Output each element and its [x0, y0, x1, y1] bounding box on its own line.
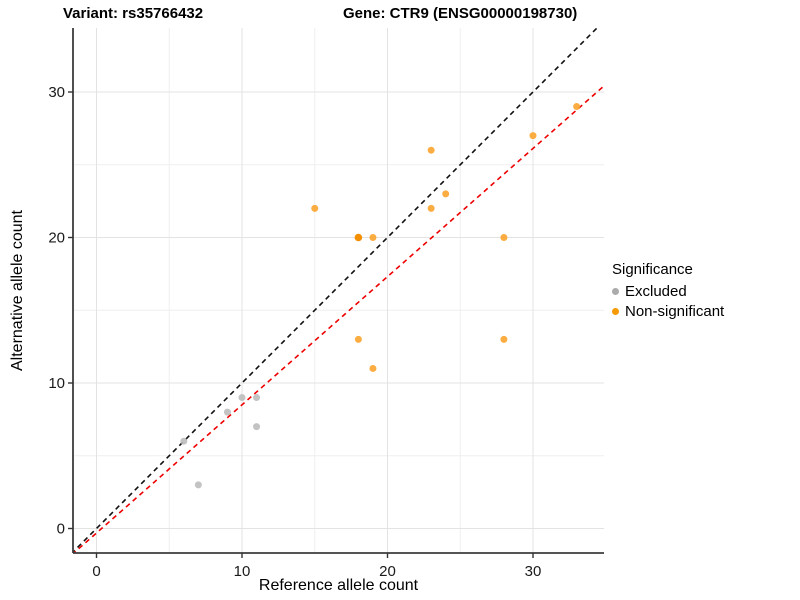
svg-text:10: 10	[48, 375, 65, 392]
data-point	[369, 364, 377, 372]
identity-line	[73, 28, 599, 553]
data-point	[573, 103, 581, 111]
legend-entry-label: Non-significant	[625, 302, 725, 320]
data-point	[354, 335, 362, 343]
data-point	[369, 234, 377, 241]
legend: Significance Excluded Non-significant	[612, 260, 724, 321]
data-point	[238, 394, 246, 402]
legend-dot-icon	[612, 287, 619, 295]
data-point-overplotted	[354, 233, 363, 242]
reference-lines	[73, 28, 604, 553]
data-point	[442, 190, 450, 198]
x-tick-labels: 0 10 20 30	[92, 563, 541, 580]
data-point	[253, 394, 261, 402]
axis-ticks	[68, 91, 534, 558]
svg-text:0: 0	[57, 521, 65, 538]
major-gridlines	[73, 28, 604, 553]
x-axis-title: Reference allele count	[259, 577, 419, 594]
axes	[72, 28, 604, 554]
legend-title: Significance	[612, 261, 693, 278]
legend-entry-excluded: Excluded	[612, 281, 724, 301]
y-tick-labels: 0 10 20 30	[48, 84, 65, 538]
minor-gridlines	[73, 28, 604, 553]
data-point	[500, 234, 508, 241]
data-point	[253, 423, 261, 431]
legend-entries: Excluded Non-significant	[612, 281, 724, 321]
legend-entry-label: Excluded	[625, 282, 687, 300]
data-point	[427, 146, 435, 154]
data-point	[223, 408, 231, 416]
legend-entry-non-significant: Non-significant	[612, 301, 724, 321]
data-point	[427, 204, 435, 212]
data-point	[529, 132, 537, 140]
data-point	[311, 204, 319, 212]
data-points-excluded	[180, 394, 261, 489]
legend-dot-icon	[612, 307, 619, 315]
y-axis-title: Alternative allele count	[9, 209, 26, 371]
gene-title: Gene: CTR9 (ENSG00000198730)	[343, 5, 578, 22]
svg-text:20: 20	[48, 230, 65, 247]
svg-text:20: 20	[379, 563, 396, 580]
data-point	[180, 437, 188, 445]
svg-text:10: 10	[234, 563, 251, 580]
svg-text:30: 30	[48, 84, 65, 101]
data-points-non-significant	[311, 103, 581, 372]
svg-text:30: 30	[525, 563, 542, 580]
data-point	[194, 481, 202, 489]
data-point	[500, 335, 508, 343]
svg-text:0: 0	[92, 563, 100, 580]
fit-line	[73, 84, 604, 553]
variant-title: Variant: rs35766432	[63, 5, 204, 22]
